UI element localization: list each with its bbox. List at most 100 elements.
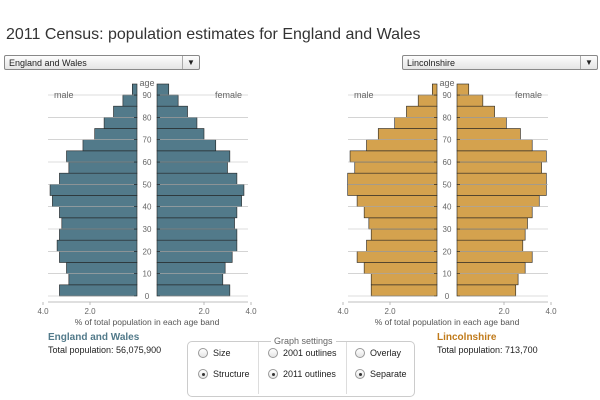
age-tick-label: 20 [143, 247, 152, 256]
female-bar-40-44 [156, 195, 242, 207]
size-label: Size [213, 348, 231, 358]
male-bar-70-74 [377, 128, 438, 140]
male-bar-90+ [132, 83, 138, 96]
dropdown-arrow-icon[interactable]: ▼ [580, 56, 597, 69]
female-bar-15-19 [456, 251, 533, 263]
left-area-name: England and Wales [48, 332, 140, 343]
x-tick-label: 4.0 [245, 307, 257, 316]
male-bar-50-54 [59, 172, 138, 185]
male-label: male [54, 90, 74, 100]
age-tick-label: 0 [145, 292, 150, 301]
age-tick-label: 50 [443, 180, 452, 189]
outlines-2001-option[interactable]: 2001 outlines [268, 348, 337, 358]
male-bar-15-19 [356, 251, 438, 263]
male-bar-35-39 [59, 206, 138, 219]
dropdown-arrow-icon[interactable]: ▼ [182, 56, 199, 69]
male-bar-55-59 [354, 161, 438, 174]
x-axis-title: % of total population in each age band [375, 317, 520, 327]
area-select-right-value: Lincolnshire [407, 58, 456, 68]
female-bar-85-89 [456, 94, 484, 107]
female-bar-35-39 [156, 206, 238, 219]
female-bar-75-79 [456, 117, 507, 129]
female-bar-0-4 [456, 284, 517, 297]
male-bar-25-29 [370, 228, 438, 241]
area-select-left-value: England and Wales [9, 58, 87, 68]
outlines-2001-radio[interactable] [268, 348, 278, 358]
female-bar-45-49 [456, 184, 547, 196]
overlay-option[interactable]: Overlay [355, 348, 401, 358]
age-tick-label: 80 [443, 113, 452, 122]
male-bar-10-14 [66, 262, 138, 274]
age-tick-label: 60 [143, 158, 152, 167]
male-bar-80-84 [406, 105, 438, 118]
female-bar-45-49 [156, 184, 245, 196]
male-bar-45-49 [49, 184, 138, 196]
male-bar-65-69 [366, 139, 438, 152]
area-select-left[interactable]: England and Wales ▼ [4, 55, 200, 70]
size-radio[interactable] [198, 348, 208, 358]
female-bar-20-24 [456, 239, 524, 252]
right-area-total: Total population: 713,700 [437, 345, 538, 355]
age-tick-label: 40 [143, 203, 152, 212]
age-tick-label: 30 [443, 225, 452, 234]
overlay-radio[interactable] [355, 348, 365, 358]
male-bar-0-4 [370, 284, 438, 297]
female-bar-20-24 [156, 239, 238, 252]
outlines-2011-radio[interactable] [268, 369, 278, 379]
male-bar-60-64 [349, 150, 438, 163]
male-bar-65-69 [82, 139, 138, 152]
male-bar-10-14 [363, 262, 438, 274]
x-axis-title: % of total population in each age band [75, 317, 220, 327]
female-bar-55-59 [456, 161, 542, 174]
female-bar-70-74 [156, 128, 205, 140]
structure-label: Structure [213, 369, 250, 379]
female-bar-85-89 [156, 94, 179, 107]
age-tick-label: 50 [143, 180, 152, 189]
male-label: male [354, 90, 374, 100]
male-bar-55-59 [68, 161, 138, 174]
age-tick-label: 70 [443, 136, 452, 145]
structure-radio[interactable] [198, 369, 208, 379]
structure-option[interactable]: Structure [198, 369, 250, 379]
male-bar-40-44 [356, 195, 438, 207]
male-bar-30-34 [368, 217, 438, 230]
female-bar-75-79 [156, 117, 198, 129]
female-bar-80-84 [156, 105, 188, 118]
female-bar-30-34 [156, 217, 235, 230]
x-tick-label: 2.0 [84, 307, 96, 316]
x-tick-label: 4.0 [545, 307, 557, 316]
female-label: female [515, 90, 542, 100]
male-bar-20-24 [56, 239, 138, 252]
female-bar-50-54 [456, 172, 547, 185]
age-axis-title: age [439, 78, 454, 88]
x-tick-label: 4.0 [337, 307, 349, 316]
settings-divider [258, 342, 259, 394]
size-option[interactable]: Size [198, 348, 231, 358]
female-bar-5-9 [156, 273, 224, 286]
male-bar-20-24 [366, 239, 438, 252]
separate-option[interactable]: Separate [355, 369, 407, 379]
female-bar-5-9 [456, 273, 519, 286]
male-bar-25-29 [59, 228, 138, 241]
age-tick-label: 0 [445, 292, 450, 301]
separate-radio[interactable] [355, 369, 365, 379]
settings-divider [346, 342, 347, 394]
x-tick-label: 4.0 [37, 307, 49, 316]
male-bar-85-89 [122, 94, 138, 107]
area-select-right[interactable]: Lincolnshire ▼ [402, 55, 598, 70]
female-bar-55-59 [156, 161, 228, 174]
outlines-2011-option[interactable]: 2011 outlines [268, 369, 336, 379]
male-bar-0-4 [59, 284, 138, 297]
age-tick-label: 40 [443, 203, 452, 212]
age-tick-label: 10 [443, 270, 452, 279]
male-bar-75-79 [103, 117, 138, 129]
female-bar-90+ [456, 83, 470, 96]
female-bar-60-64 [156, 150, 231, 163]
outlines-2011-label: 2011 outlines [283, 369, 336, 379]
female-bar-65-69 [456, 139, 533, 152]
age-axis-title: age [139, 78, 154, 88]
male-bar-5-9 [68, 273, 138, 286]
male-bar-40-44 [52, 195, 138, 207]
female-bar-40-44 [456, 195, 540, 207]
